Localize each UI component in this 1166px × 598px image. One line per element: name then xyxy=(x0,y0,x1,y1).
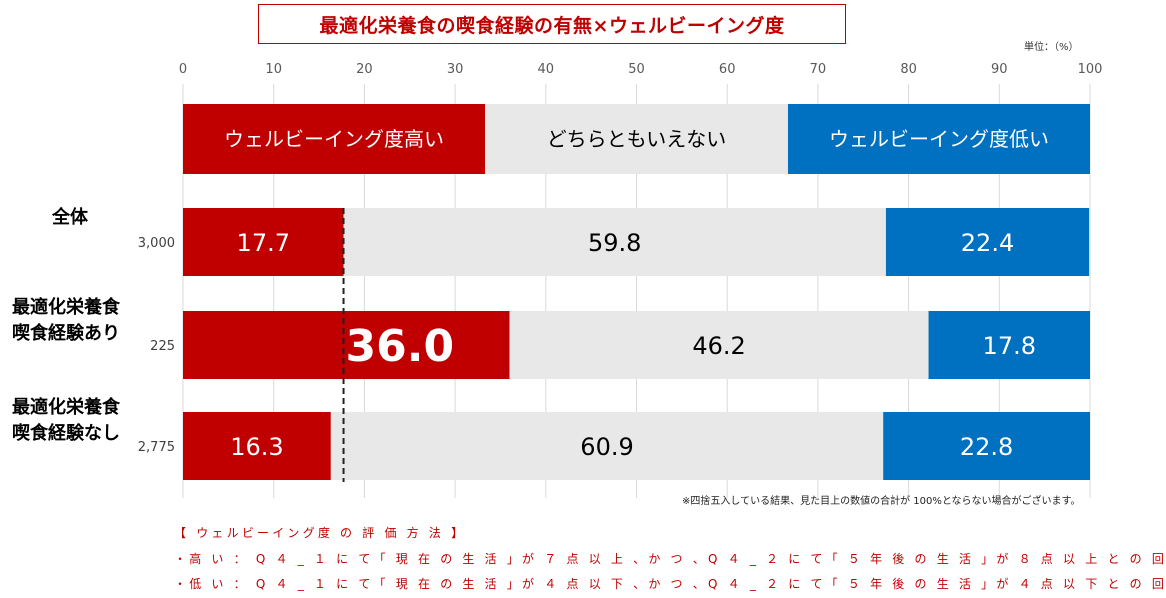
data-label: 22.4 xyxy=(961,229,1014,257)
x-tick-label: 90 xyxy=(991,62,1008,77)
bar-segment xyxy=(330,412,884,480)
legend-label: ウェルビーイング度高い xyxy=(224,127,444,151)
x-tick-label: 70 xyxy=(810,62,827,77)
bar-segment xyxy=(183,412,331,480)
legend-segment xyxy=(485,104,788,174)
category-label-experienced: 最適化栄養食 喫食経験あり xyxy=(12,297,120,344)
data-label: 17.7 xyxy=(237,229,290,257)
data-label: 46.2 xyxy=(692,332,745,360)
data-label: 22.8 xyxy=(960,433,1013,461)
method-line-low: ・低 い ： Q ４ _ １ に て「 現 在 の 生 活 」が ４ 点 以 下… xyxy=(174,577,1166,591)
x-tick-label: 10 xyxy=(265,62,282,77)
method-line-high: ・高 い ： Q ４ _ １ に て「 現 在 の 生 活 」が ７ 点 以 上… xyxy=(174,552,1166,566)
sample-size-label: 3,000 xyxy=(138,236,175,251)
legend-label: ウェルビーイング度低い xyxy=(829,127,1049,151)
data-label: 60.9 xyxy=(580,433,633,461)
data-label: 36.0 xyxy=(346,321,455,372)
footnote: ※四捨五入している結果、見た目上の数値の合計が 100%とならない場合がございま… xyxy=(682,496,1081,507)
data-label: 17.8 xyxy=(983,332,1036,360)
unit-label: 単位：（%） xyxy=(1024,42,1079,53)
x-tick-label: 50 xyxy=(628,62,645,77)
legend-label: どちらともいえない xyxy=(547,127,727,151)
x-tick-label: 20 xyxy=(356,62,373,77)
sample-size-label: 225 xyxy=(150,339,175,354)
x-tick-label: 40 xyxy=(538,62,555,77)
data-label: 59.8 xyxy=(588,229,641,257)
method-heading: 【 ウェルビーイング度 の 評 価 方 法 】 xyxy=(174,526,467,540)
bar-segment xyxy=(928,311,1090,379)
x-tick-label: 80 xyxy=(900,62,917,77)
bar-segment xyxy=(883,412,1090,480)
category-label-total: 全体 xyxy=(52,207,88,228)
legend-segment xyxy=(183,104,486,174)
sample-size-label: 2,775 xyxy=(138,440,175,455)
bar-segment xyxy=(885,208,1090,276)
x-tick-label: 30 xyxy=(447,62,464,77)
bar-segment xyxy=(343,208,886,276)
data-label: 16.3 xyxy=(230,433,283,461)
chart-title: 最適化栄養食の喫食経験の有無×ウェルビーイング度 xyxy=(258,4,846,44)
bar-segment xyxy=(183,208,344,276)
category-label-not-experienced: 最適化栄養食 喫食経験なし xyxy=(12,397,120,444)
bar-segment xyxy=(509,311,929,379)
bar-segment xyxy=(183,311,510,379)
x-tick-label: 60 xyxy=(719,62,736,77)
x-tick-label: 100 xyxy=(1078,62,1103,77)
legend-segment xyxy=(787,104,1090,174)
x-tick-label: 0 xyxy=(179,62,187,77)
